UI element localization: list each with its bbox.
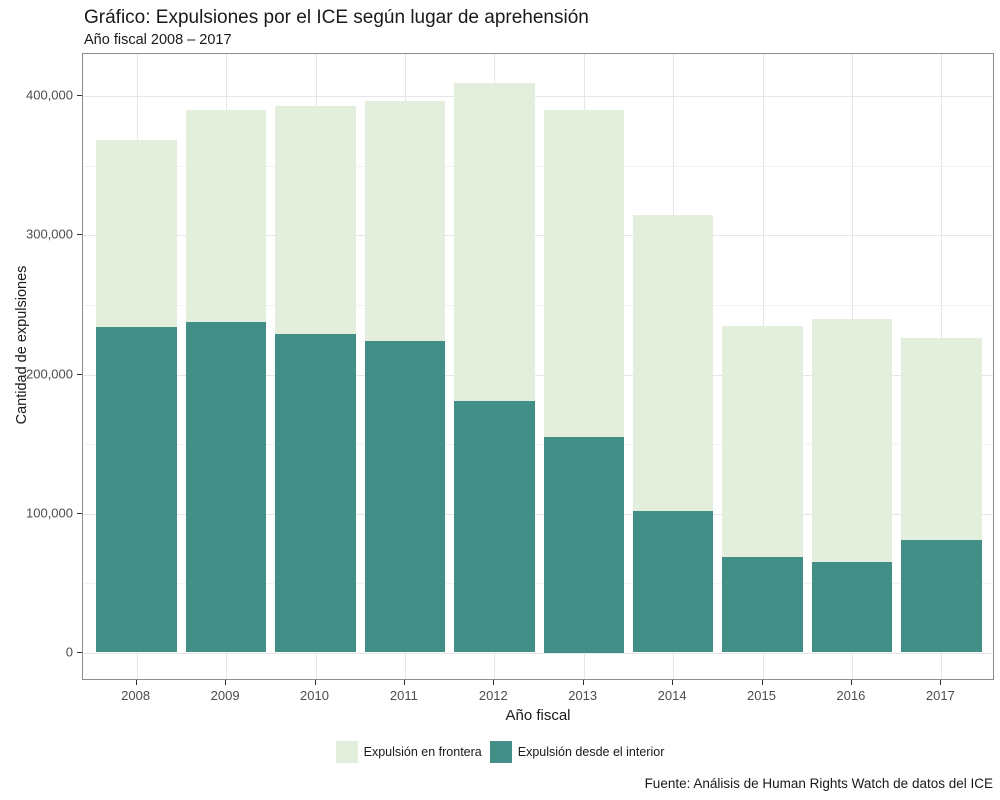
gridline-major-0 — [83, 652, 993, 654]
x-tick-label-2010: 2010 — [300, 688, 329, 703]
y-tick-300000 — [77, 234, 82, 236]
chart-panel — [82, 53, 994, 680]
y-tick-label-400000: 400,000 — [26, 87, 73, 103]
y-tick-label-200000: 200,000 — [26, 366, 73, 381]
y-tick-label-300000: 300,000 — [26, 226, 73, 242]
bar-2015-frontera — [722, 325, 803, 557]
bar-2013-frontera — [543, 110, 624, 437]
x-tick-2011 — [403, 680, 405, 685]
x-tick-label-2016: 2016 — [836, 688, 866, 703]
gridline-minor-50000 — [83, 583, 993, 584]
x-tick-label-2008: 2008 — [121, 688, 151, 703]
x-tick-label-2014: 2014 — [657, 688, 687, 703]
x-tick-2017 — [940, 680, 942, 685]
bar-2011-frontera — [364, 100, 446, 342]
bar-2008-frontera — [96, 139, 177, 328]
x-tick-2014 — [672, 680, 674, 685]
chart-caption: Fuente: Análisis de Human Rights Watch d… — [644, 776, 993, 791]
bar-2009-frontera — [185, 110, 267, 322]
chart-title: Gráfico: Expulsiones por el ICE según lu… — [84, 7, 589, 28]
gridline-minor-150000 — [83, 444, 993, 445]
x-tick-2010 — [314, 680, 316, 685]
x-tick-label-2012: 2012 — [478, 688, 508, 703]
legend-swatch-interior — [489, 741, 512, 763]
y-tick-200000 — [77, 373, 82, 375]
legend-label-frontera: Expulsión en frontera — [363, 745, 482, 759]
x-tick-2008 — [135, 680, 137, 685]
bar-2012-frontera — [454, 82, 535, 401]
legend-label-interior: Expulsión desde el interior — [517, 745, 665, 759]
gridline-major-300000 — [83, 235, 993, 237]
gridline-major-200000 — [83, 374, 993, 376]
x-tick-2016 — [850, 680, 852, 685]
x-tick-2013 — [582, 680, 584, 685]
bar-2010-interior — [275, 334, 356, 653]
x-tick-label-2009: 2009 — [210, 688, 240, 703]
bar-2014-interior — [632, 510, 714, 653]
y-axis-title: Cantidad de expulsiones — [14, 265, 30, 425]
bar-2009-interior — [185, 321, 267, 653]
gridline-minor-350000 — [83, 165, 993, 167]
legend-item-frontera: Expulsión en frontera — [335, 741, 482, 763]
legend-swatch-frontera — [335, 741, 358, 763]
bar-2014-frontera — [632, 214, 714, 511]
chart-subtitle: Año fiscal 2008 – 2017 — [84, 32, 232, 48]
gridline-major-400000 — [83, 96, 993, 98]
x-tick-label-2011: 2011 — [389, 688, 418, 703]
bar-2016-frontera — [811, 318, 893, 563]
x-tick-label-2017: 2017 — [925, 688, 955, 703]
x-tick-label-2013: 2013 — [568, 688, 598, 703]
x-tick-2009 — [225, 680, 227, 685]
bar-2012-interior — [454, 400, 535, 653]
gridline-minor-250000 — [83, 304, 993, 306]
bar-2013-interior — [543, 437, 624, 653]
y-tick-label-0: 0 — [65, 644, 73, 659]
bar-2017-frontera — [901, 338, 982, 540]
y-tick-0 — [77, 651, 82, 653]
bar-2017-interior — [901, 539, 982, 653]
legend: Expulsión en frontera Expulsión desde el… — [0, 741, 1000, 763]
bar-2011-interior — [364, 341, 446, 653]
x-tick-2015 — [761, 680, 763, 685]
bar-2010-frontera — [275, 106, 356, 335]
y-tick-400000 — [77, 95, 82, 97]
x-tick-2012 — [493, 680, 495, 685]
legend-item-interior: Expulsión desde el interior — [489, 741, 665, 763]
y-tick-100000 — [77, 512, 82, 514]
gridline-major-100000 — [83, 513, 993, 515]
x-tick-label-2015: 2015 — [747, 688, 776, 703]
bar-2016-interior — [811, 562, 893, 653]
bar-2015-interior — [722, 556, 803, 653]
bar-2008-interior — [96, 327, 177, 653]
x-axis-title: Año fiscal — [505, 707, 571, 724]
y-tick-label-100000: 100,000 — [26, 505, 73, 520]
